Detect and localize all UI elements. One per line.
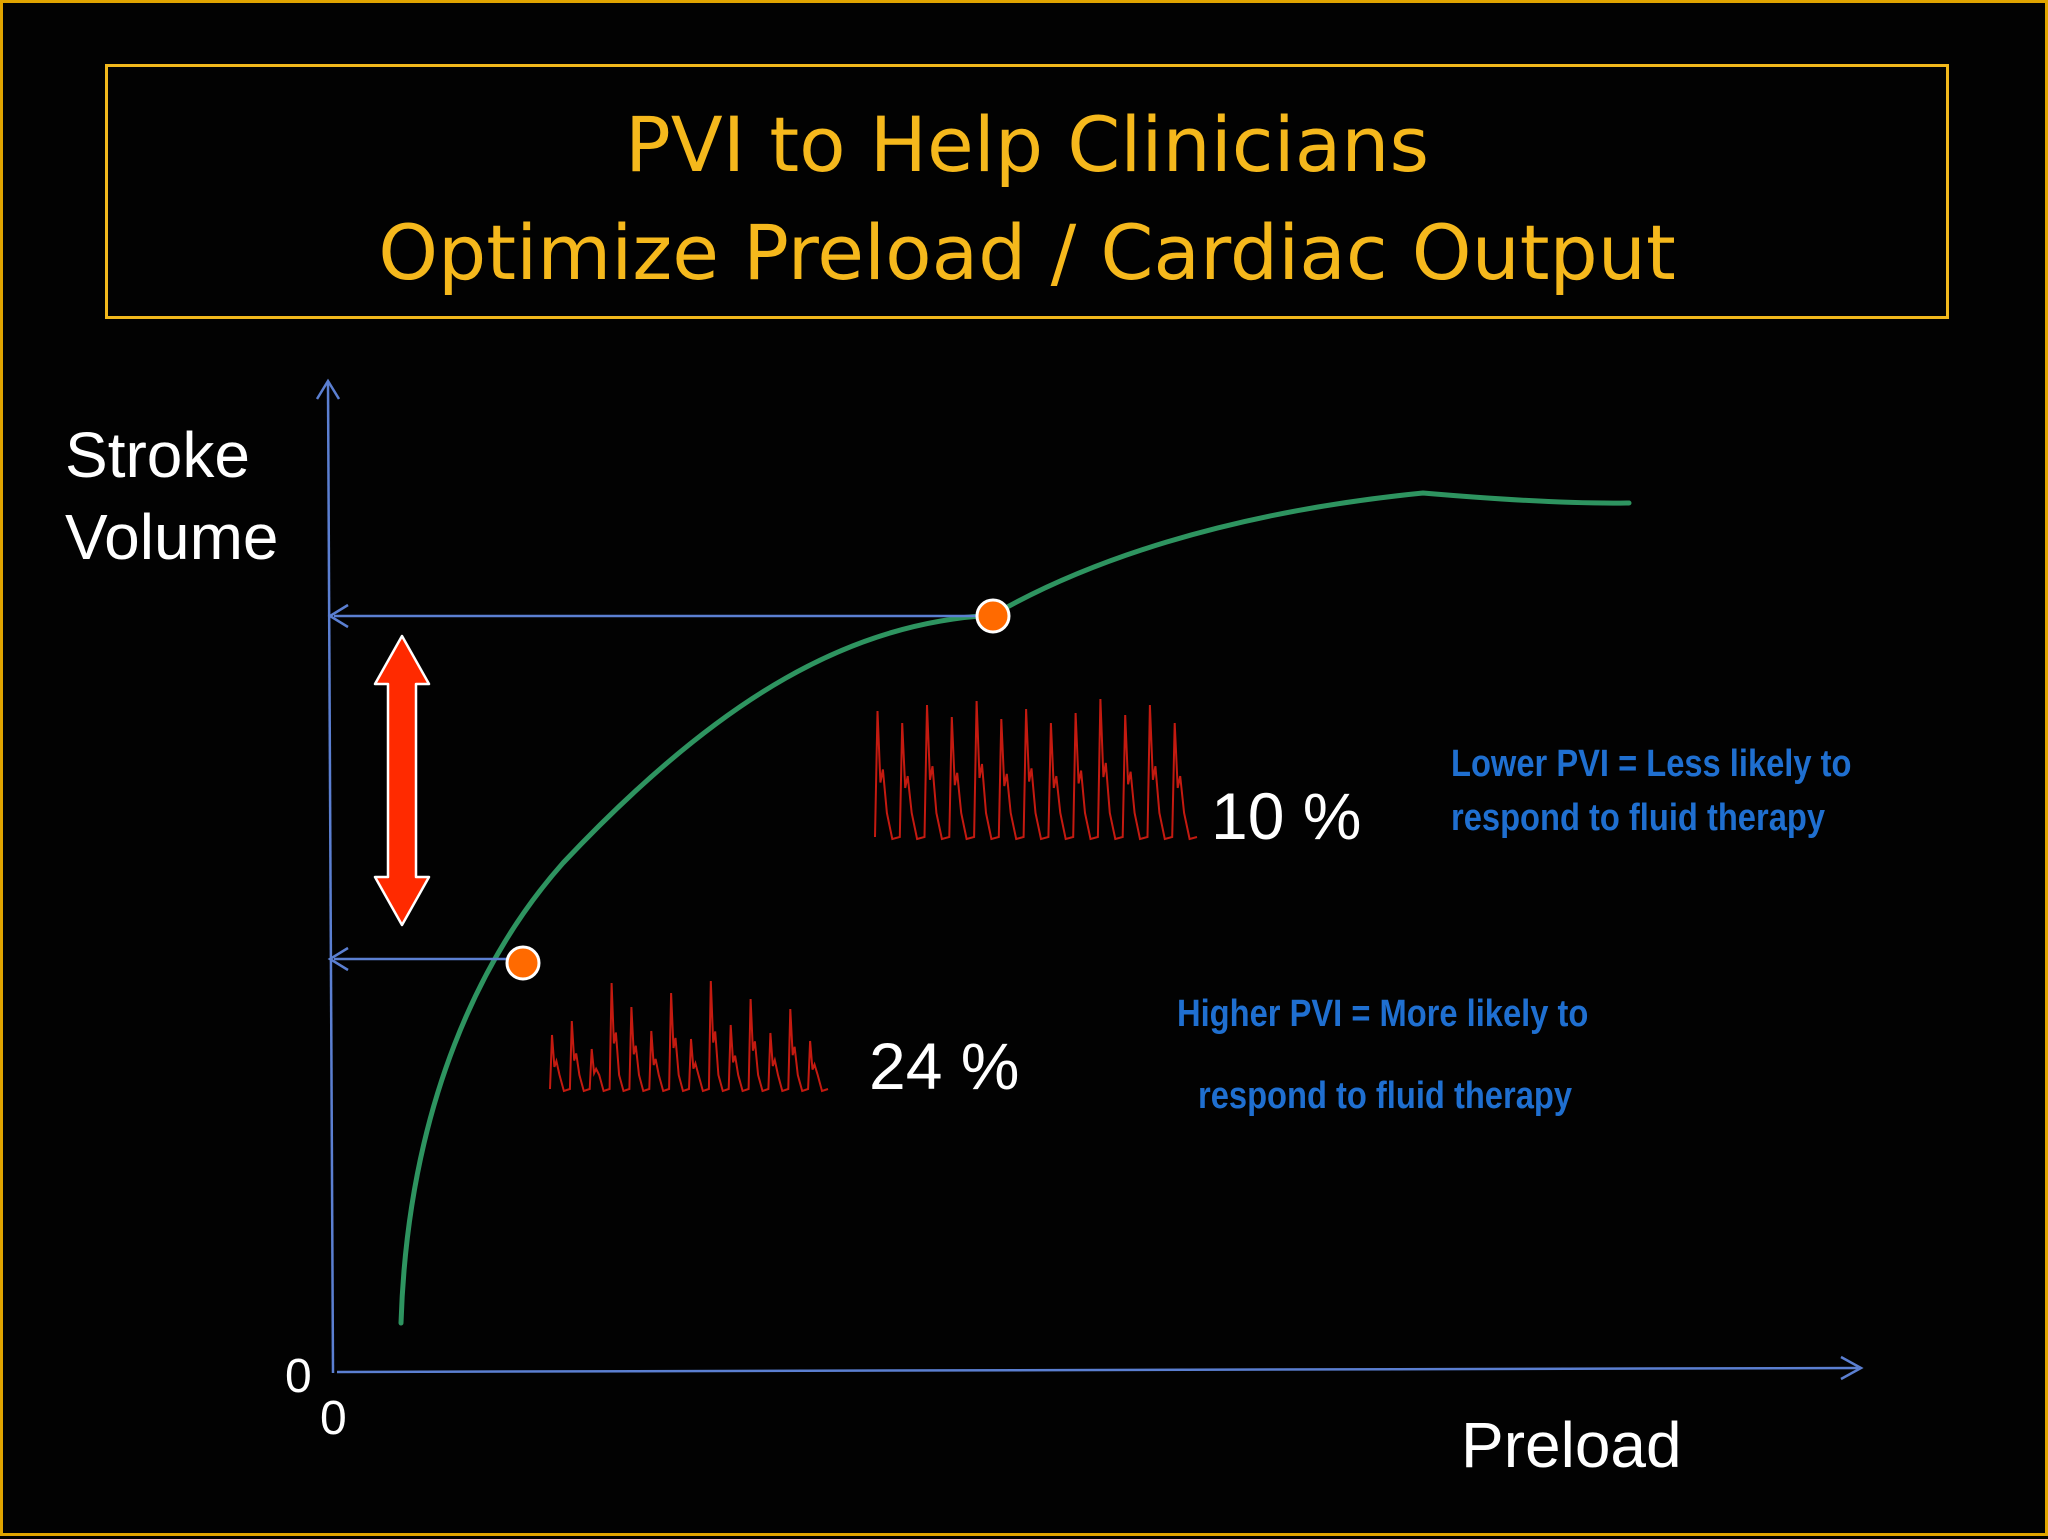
title-box: PVI to Help Clinicians Optimize Preload … xyxy=(105,64,1949,319)
lower-pvi-note-line-1: Lower PVI = Less likely to xyxy=(1451,743,1852,785)
frank-starling-diagram xyxy=(315,378,1864,1381)
pleth-waveform-high xyxy=(874,698,1198,841)
x-origin-label: 0 xyxy=(320,1392,347,1445)
title-line-2: Optimize Preload / Cardiac Output xyxy=(378,208,1676,297)
stroke-volume-curve xyxy=(398,490,1632,1326)
x-axis-label: Preload xyxy=(1461,1409,1682,1481)
y-axis xyxy=(326,382,335,1374)
pvi-value-low: 24 % xyxy=(869,1029,1020,1103)
pleth-waveform-low xyxy=(549,980,829,1093)
x-axis-arrowhead xyxy=(1840,1355,1864,1381)
lower-pvi-note-line-2: respond to fluid therapy xyxy=(1451,797,1826,839)
double-headed-arrow-icon xyxy=(373,634,431,927)
reference-arrow-low-head xyxy=(327,946,349,972)
circle-marker-icon xyxy=(505,945,541,981)
y-axis-label-line-2: Volume xyxy=(65,501,279,573)
reference-arrow-high-head xyxy=(327,603,349,629)
y-axis-label-line-1: Stroke xyxy=(65,419,250,491)
higher-pvi-note-line-2: respond to fluid therapy xyxy=(1198,1075,1573,1117)
circle-marker-icon xyxy=(975,598,1011,634)
pvi-value-high: 10 % xyxy=(1211,779,1362,853)
x-axis xyxy=(336,1366,1859,1374)
title-line-1: PVI to Help Clinicians xyxy=(624,100,1430,189)
y-axis-arrowhead xyxy=(315,378,341,400)
higher-pvi-note-line-1: Higher PVI = More likely to xyxy=(1177,993,1589,1035)
y-origin-label: 0 xyxy=(285,1350,312,1403)
